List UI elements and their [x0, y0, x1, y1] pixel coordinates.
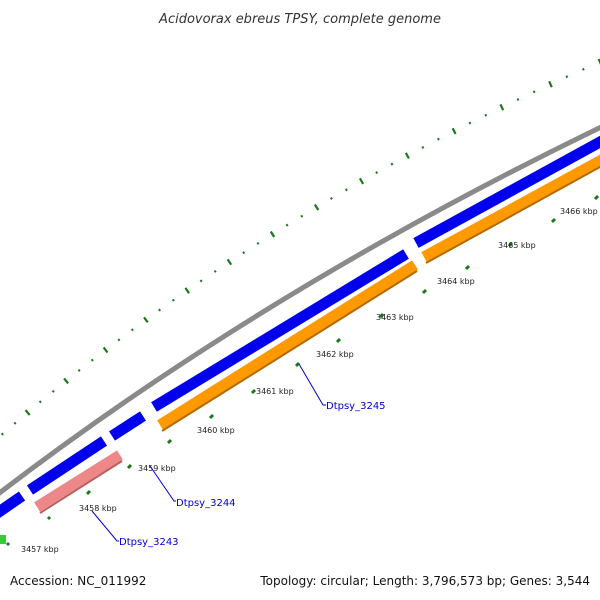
- outer-track-dash: [358, 177, 365, 185]
- outer-track-dot: [0, 432, 4, 436]
- kbp-label: 3458 kbp: [79, 504, 117, 513]
- scale-tick: [593, 194, 600, 201]
- gene-callouts: Dtpsy_3243 Dtpsy_3244 Dtpsy_3245: [91, 363, 386, 548]
- scale-tick: [378, 312, 385, 319]
- outer-track-dash: [226, 258, 233, 266]
- outer-track-dash: [451, 127, 457, 135]
- kbp-label: 3461 kbp: [256, 387, 294, 396]
- outer-track-dash: [548, 80, 553, 88]
- outer-track-dot: [171, 298, 175, 302]
- genome-backbone: [0, 124, 600, 496]
- outer-track-dot: [51, 389, 55, 393]
- outer-track-dot: [437, 137, 440, 141]
- forward-cds: [109, 411, 146, 441]
- outer-track-dot: [13, 421, 17, 425]
- outer-track-dot: [285, 223, 289, 227]
- gene-leader-line: [149, 465, 176, 502]
- reverse-cds-shadow: [39, 460, 123, 514]
- reverse-cds-shadow: [161, 270, 418, 432]
- scale-tick: [294, 361, 301, 368]
- scale-tick: [5, 541, 11, 547]
- scale-tick: [166, 438, 173, 445]
- outer-track-dot: [484, 113, 488, 117]
- kbp-label: 3460 kbp: [197, 426, 235, 435]
- kbp-label: 3462 kbp: [316, 350, 354, 359]
- kbp-label: 3466 kbp: [560, 207, 598, 216]
- kbp-labels: 3457 kbp 3458 kbp 3459 kbp 3460 kbp 3461…: [21, 207, 598, 554]
- scale-tick: [507, 241, 514, 248]
- gene-label-dtpsy-3244[interactable]: Dtpsy_3244: [176, 498, 236, 509]
- scale-tick: [46, 515, 52, 521]
- outer-track-dot: [421, 145, 425, 149]
- other-feature: [0, 535, 6, 544]
- outer-track-dash: [313, 203, 320, 211]
- kbp-label: 3463 kbp: [376, 313, 414, 322]
- genome-summary-text: Topology: circular; Length: 3,796,573 bp…: [259, 574, 590, 588]
- outer-track-dash: [597, 58, 600, 65]
- gene-leader-line: [91, 510, 119, 542]
- genome-arc-plot: [0, 58, 600, 547]
- forward-strand-track: [0, 135, 600, 518]
- forward-cds: [413, 135, 600, 248]
- scale-tick: [464, 264, 471, 271]
- reverse-cds: [157, 260, 418, 430]
- reverse-cds: [421, 154, 600, 262]
- outer-track-dot: [300, 214, 304, 218]
- outer-track-dot: [38, 400, 42, 404]
- accession-text: Accession: NC_011992: [10, 574, 146, 588]
- kbp-label: 3464 kbp: [437, 277, 475, 286]
- scale-tick: [250, 388, 257, 395]
- outer-track-dot: [256, 241, 260, 245]
- reverse-strand-track: [34, 154, 600, 514]
- outer-track-dot: [130, 328, 134, 332]
- outer-track-dash: [102, 346, 109, 354]
- outer-track-dot: [158, 308, 162, 312]
- forward-cds: [151, 249, 409, 412]
- outer-track-dot: [375, 171, 379, 175]
- kbp-label: 3465 kbp: [498, 241, 536, 250]
- outer-track-dot: [90, 358, 94, 362]
- reverse-cds-shadow: [425, 165, 600, 264]
- gene-leader-line: [298, 363, 326, 406]
- outer-track-dot: [330, 196, 333, 200]
- map-title: Acidovorax ebreus TPSY, complete genome: [158, 12, 441, 27]
- outer-track-dot: [468, 121, 472, 125]
- outer-track-dot: [581, 67, 585, 71]
- outer-track-dash: [184, 287, 190, 294]
- kbp-label: 3457 kbp: [21, 545, 59, 554]
- outer-track-dot: [213, 269, 217, 273]
- scale-tick: [335, 337, 342, 344]
- outer-track-dash: [499, 103, 505, 111]
- scale-tick: [421, 288, 428, 295]
- outer-track-dot: [117, 338, 121, 342]
- outer-track-dot: [344, 188, 348, 192]
- kbp-label: 3459 kbp: [138, 464, 176, 473]
- outer-dotted-track: [0, 58, 600, 436]
- outer-track-dash: [24, 409, 31, 416]
- outer-track-dash: [143, 316, 149, 324]
- outer-track-dot: [390, 162, 394, 166]
- outer-track-dash: [269, 230, 276, 238]
- scale-tick: [550, 217, 557, 224]
- forward-cds: [0, 491, 26, 518]
- outer-track-dot: [199, 279, 203, 283]
- forward-cds: [26, 436, 108, 495]
- gene-label-dtpsy-3245[interactable]: Dtpsy_3245: [326, 401, 386, 412]
- outer-track-dot: [516, 98, 520, 101]
- gene-label-dtpsy-3243[interactable]: Dtpsy_3243: [119, 537, 179, 548]
- outer-track-dot: [532, 90, 536, 94]
- scale-tick: [208, 413, 215, 420]
- outer-track-dash: [63, 377, 69, 385]
- scale-tick-track: [5, 194, 600, 547]
- outer-track-dash: [404, 152, 410, 160]
- reverse-cds-dtpsy-3243: [34, 450, 123, 512]
- scale-tick: [126, 463, 133, 470]
- outer-track-dot: [565, 75, 569, 79]
- outer-track-dot: [77, 368, 81, 372]
- scale-tick: [85, 489, 92, 496]
- outer-track-dot: [242, 251, 246, 255]
